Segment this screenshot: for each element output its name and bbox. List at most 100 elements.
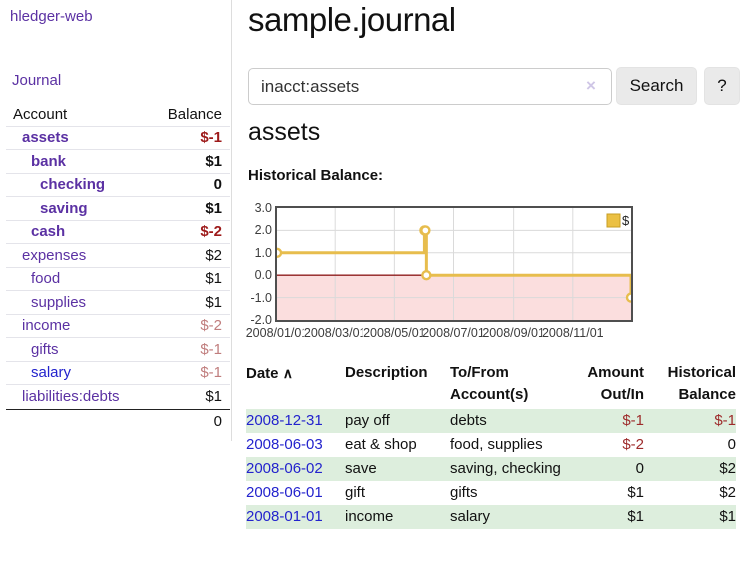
account-row: cash $-2 (6, 221, 230, 244)
account-link[interactable]: income (22, 317, 71, 335)
register-cell-balance: $1 (719, 508, 736, 525)
account-link[interactable]: expenses (22, 246, 87, 264)
app-title-link[interactable]: hledger-web (10, 8, 93, 25)
register-cell-amount: $1 (627, 508, 644, 525)
register-cell-description: pay off (345, 412, 390, 429)
register-cell-accounts: salary (450, 508, 491, 525)
account-balance: $1 (205, 388, 222, 406)
sidebar-item-journal[interactable]: Journal (12, 72, 62, 89)
register-cell-amount: 0 (635, 460, 644, 477)
account-balance: $-2 (200, 317, 222, 335)
account-balance: $-1 (200, 340, 222, 358)
account-row: assets $-1 (6, 127, 230, 150)
register-cell-accounts: saving, checking (450, 460, 561, 477)
search-input[interactable] (248, 68, 612, 105)
register-table-body: 2008-12-31 pay off debts $-1 $-1 2008-06-03 ea… (246, 409, 736, 529)
date-link[interactable]: 2008-01-01 (246, 508, 323, 525)
account-balance: 0 (213, 176, 222, 194)
register-cell-description: income (345, 508, 394, 525)
account-balance: $-1 (200, 129, 222, 147)
register-cell-accounts: gifts (450, 484, 478, 501)
account-balance: $-1 (200, 364, 222, 382)
header-balance: Historical Balance (667, 364, 736, 403)
x-axis-label: 2008/03/01 (303, 325, 367, 341)
register-cell-balance: $-1 (714, 412, 736, 429)
register-row: 2008-06-03 eat & shop food, supplies $-2 0 (246, 433, 736, 457)
y-axis-label: -1.0 (250, 290, 272, 305)
register-row: 2008-06-01 gift gifts $1 $2 (246, 481, 736, 505)
y-axis-label: 2.0 (254, 223, 272, 238)
account-link[interactable]: supplies (31, 293, 87, 311)
account-row: expenses $2 (6, 244, 230, 268)
register-cell-date: 2008-06-03 (246, 433, 345, 457)
account-balance: $2 (205, 246, 222, 264)
register-cell-date: 2008-06-02 (246, 457, 345, 481)
register-cell-balance: 0 (727, 436, 736, 453)
register-row: 2008-06-02 save saving, checking 0 $2 (246, 457, 736, 481)
balance-chart: $ 3.0 2.0 1.0 0.0 -1.0 -2.0 2008/01/01 2008/03/… (245, 199, 666, 345)
account-row: food $1 (6, 268, 230, 291)
register-row: 2008-12-31 pay off debts $-1 $-1 (246, 409, 736, 433)
sidebar: hledger-web Journal Account Balance asse… (0, 0, 232, 441)
x-axis-label: 2008/01/01 (245, 325, 309, 341)
date-link[interactable]: 2008-06-01 (246, 484, 323, 501)
help-button[interactable]: ? (704, 67, 740, 105)
accounts-table-body: assets $-1 bank $1 checking 0 saving $1 cash $-2 e… (6, 127, 230, 409)
register-cell-accounts: food, supplies (450, 436, 543, 453)
account-balance: $1 (205, 270, 222, 288)
account-link[interactable]: bank (31, 152, 67, 170)
account-row: salary $-1 (6, 362, 230, 385)
header-accounts: To/From Account(s) (450, 364, 529, 403)
account-row: supplies $1 (6, 291, 230, 315)
date-link[interactable]: 2008-12-31 (246, 412, 323, 429)
x-axis-label: 2008/09/01 (482, 325, 545, 341)
account-link[interactable]: assets (22, 129, 69, 147)
y-axis-label: 3.0 (254, 201, 272, 215)
register-cell-description: gift (345, 484, 366, 501)
accounts-total-row: 0 (6, 408, 230, 434)
account-balance: $1 (205, 199, 222, 217)
account-link[interactable]: gifts (31, 340, 59, 358)
accounts-table: Account Balance assets $-1 bank $1 checking 0… (6, 103, 230, 434)
x-axis-label: 2008/11/01 (541, 325, 604, 341)
account-balance: $1 (205, 152, 222, 170)
account-balance: $1 (205, 293, 222, 311)
page-title: sample.journal (248, 1, 456, 38)
account-link[interactable]: liabilities:debts (22, 388, 120, 406)
date-link[interactable]: 2008-06-02 (246, 460, 323, 477)
register-cell-accounts: debts (450, 412, 487, 429)
account-column-header: Account (13, 105, 68, 123)
header-date-label: Date (246, 365, 279, 382)
register-cell-date: 2008-01-01 (246, 505, 345, 529)
account-row: gifts $-1 (6, 338, 230, 362)
historical-balance-label: Historical Balance: (248, 167, 384, 184)
x-axis-label: 2008/07/01 (422, 325, 485, 341)
search-button[interactable]: Search (616, 67, 697, 105)
account-link[interactable]: food (31, 270, 61, 288)
account-row: liabilities:debts $1 (6, 385, 230, 409)
register-table: Date ∧ Description To/From Account(s) Am… (246, 361, 736, 529)
sort-asc-icon: ∧ (282, 365, 293, 381)
header-date[interactable]: Date ∧ (246, 361, 345, 407)
account-row: income $-2 (6, 315, 230, 338)
register-cell-amount: $-2 (622, 436, 644, 453)
register-cell-description: save (345, 460, 377, 477)
y-axis-label: -2.0 (250, 313, 272, 327)
svg-text:$: $ (622, 213, 630, 228)
clear-search-icon[interactable]: × (586, 76, 596, 95)
register-cell-balance: $2 (719, 484, 736, 501)
account-link[interactable]: checking (40, 176, 106, 194)
date-link[interactable]: 2008-06-03 (246, 436, 323, 453)
account-link[interactable]: cash (31, 223, 66, 241)
y-axis-label: 0.0 (254, 268, 272, 283)
account-link[interactable]: saving (40, 199, 88, 217)
register-cell-date: 2008-12-31 (246, 409, 345, 433)
account-link[interactable]: salary (31, 364, 72, 382)
chart-plot[interactable]: $ (275, 206, 633, 322)
register-cell-amount: $1 (627, 484, 644, 501)
account-balance: $-2 (200, 223, 222, 241)
register-cell-amount: $-1 (622, 412, 644, 429)
header-description: Description (345, 364, 428, 381)
balance-column-header: Balance (167, 105, 222, 123)
